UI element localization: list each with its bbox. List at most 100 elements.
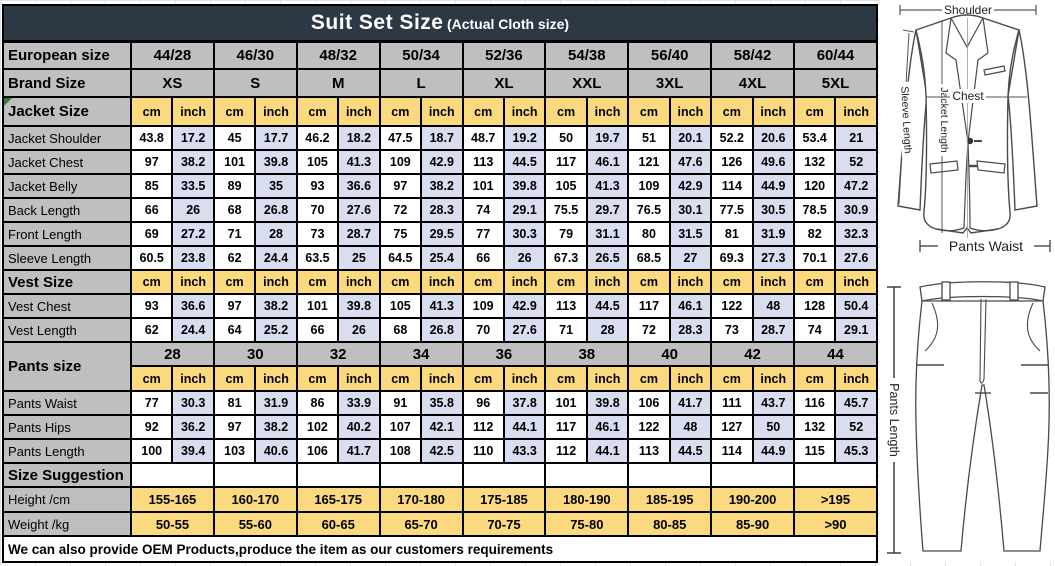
- unit-inch-header: inch: [502, 269, 547, 295]
- measurement-value: 77: [461, 221, 505, 247]
- unit-inch-header: inch: [171, 269, 215, 295]
- pants-length-label-group: Pants Length: [887, 378, 902, 462]
- measurement-value: 38.2: [171, 149, 215, 175]
- european-size-row: European size 44/28 46/30 48/32 50/34 52/36 54…: [2, 40, 878, 70]
- unit-inch-header: inch: [337, 269, 381, 295]
- row-label: Weight /kg: [2, 511, 132, 537]
- row-label: Jacket Belly: [2, 173, 132, 199]
- measurement-value: 47.5: [378, 125, 423, 151]
- measurement-value: 60.5: [129, 245, 174, 271]
- unit-inch-header: inch: [585, 269, 630, 295]
- measurement-value: 28.3: [668, 317, 713, 343]
- suggestion-value: >90: [793, 511, 878, 537]
- measurement-value: 44.1: [585, 438, 630, 464]
- pants-length-label: Pants Length: [887, 383, 901, 457]
- measurement-value: 36.6: [337, 173, 381, 199]
- measurement-value: 26: [337, 317, 381, 343]
- measurement-value: 52: [834, 149, 878, 175]
- measurement-value: 93: [295, 173, 340, 199]
- measurement-value: 23.8: [171, 245, 215, 271]
- measurement-value: 24.4: [171, 317, 215, 343]
- empty-cell: [461, 462, 547, 488]
- pants-waist-label: Pants Waist: [949, 238, 1023, 253]
- measurement-value: 63.5: [295, 245, 340, 271]
- title-row: Suit Set Size (Actual Cloth size): [2, 4, 878, 43]
- measurement-value: 50: [751, 414, 796, 440]
- unit-inch-header: inch: [254, 365, 298, 392]
- measurement-value: 76.5: [627, 197, 671, 223]
- measurement-value: 112: [544, 438, 588, 464]
- measurement-value: 26.8: [420, 317, 464, 343]
- measurement-value: 45.3: [834, 438, 878, 464]
- measurement-value: 49.6: [751, 149, 796, 175]
- measurement-value: 67.3: [544, 245, 588, 271]
- measurement-value: 43.3: [502, 438, 547, 464]
- brand-size-value: M: [295, 68, 381, 98]
- measurement-value: 32.3: [834, 221, 878, 247]
- measurement-value: 41.3: [420, 293, 464, 319]
- pants-size-value: 38: [544, 341, 630, 367]
- measurement-value: 42.9: [420, 149, 464, 175]
- measurement-value: 24.4: [254, 245, 298, 271]
- row-label: Pants Waist: [2, 390, 132, 416]
- european-size-value: 58/42: [710, 40, 795, 70]
- measurement-value: 36.6: [171, 293, 215, 319]
- unit-cm-header: cm: [461, 96, 505, 127]
- footer-note: We can also provide OEM Products,produce…: [2, 535, 878, 563]
- measurement-value: 26: [171, 197, 215, 223]
- unit-cm-header: cm: [295, 365, 340, 392]
- title-main: Suit Set Size: [310, 10, 444, 34]
- measurement-value: 117: [544, 149, 588, 175]
- unit-cm-header: cm: [129, 269, 174, 295]
- unit-inch-header: inch: [337, 96, 381, 127]
- section-label: Pants size: [2, 341, 132, 392]
- measurement-value: 50: [544, 125, 588, 151]
- sleeve-length-label-bg: [898, 81, 916, 159]
- measurement-value: 33.5: [171, 173, 215, 199]
- measurement-value: 70.1: [792, 245, 837, 271]
- measurement-value: 68.5: [627, 245, 671, 271]
- measurement-value: 30.3: [502, 221, 547, 247]
- chest-label: Chest: [952, 89, 984, 103]
- row-label: Jacket Shoulder: [2, 125, 132, 151]
- measurement-value: 30.3: [171, 390, 215, 416]
- suggestion-value: 160-170: [212, 486, 298, 513]
- measurement-value: 27.3: [751, 245, 796, 271]
- pants-size-value: 30: [212, 341, 298, 367]
- measurement-value: 100: [129, 438, 174, 464]
- measurement-value: 66: [129, 197, 174, 223]
- measurement-value: 17.7: [254, 125, 298, 151]
- jacket-diagram: Shoulder Jacket Length: [880, 0, 1055, 253]
- suggestion-data-row: Height /cm 155-165 160-170 165-175 170-180 17…: [2, 486, 878, 513]
- unit-cm-header: cm: [129, 96, 174, 127]
- measurement-value: 31.9: [751, 221, 796, 247]
- unit-inch-header: inch: [668, 365, 713, 392]
- measurement-value: 117: [544, 414, 588, 440]
- european-size-value: 54/38: [544, 40, 630, 70]
- unit-inch-header: inch: [751, 365, 796, 392]
- measurement-value: 128: [792, 293, 837, 319]
- measurement-value: 19.2: [502, 125, 547, 151]
- pants-unit-row: cm inch cm inch cm inch cm inch cm inch cm inch cm in…: [3, 365, 878, 392]
- brand-size-value: XXL: [544, 68, 630, 98]
- measurement-value: 53.4: [792, 125, 837, 151]
- measurement-value: 114: [710, 173, 754, 199]
- measurement-value: 105: [295, 149, 340, 175]
- measurement-value: 52: [834, 414, 878, 440]
- measurement-value: 29.1: [502, 197, 547, 223]
- unit-cm-header: cm: [627, 96, 671, 127]
- unit-cm-header: cm: [295, 96, 340, 127]
- unit-cm-header: cm: [378, 365, 423, 392]
- measurement-value: 31.1: [585, 221, 630, 247]
- measurement-value: 40.6: [254, 438, 298, 464]
- pants-length-label-bg: [887, 378, 902, 462]
- measurement-value: 41.3: [585, 173, 630, 199]
- measurement-value: 30.9: [834, 197, 878, 223]
- data-row: Pants Hips 92 36.2 97 38.2 102 40.2 107 42.1 112 4…: [2, 414, 878, 440]
- measurement-value: 31.5: [668, 221, 713, 247]
- measurement-value: 41.7: [337, 438, 381, 464]
- measurement-value: 44.9: [751, 438, 796, 464]
- row-label: Vest Chest: [2, 293, 132, 319]
- measurement-value: 66: [295, 317, 340, 343]
- measurement-value: 38.2: [254, 414, 298, 440]
